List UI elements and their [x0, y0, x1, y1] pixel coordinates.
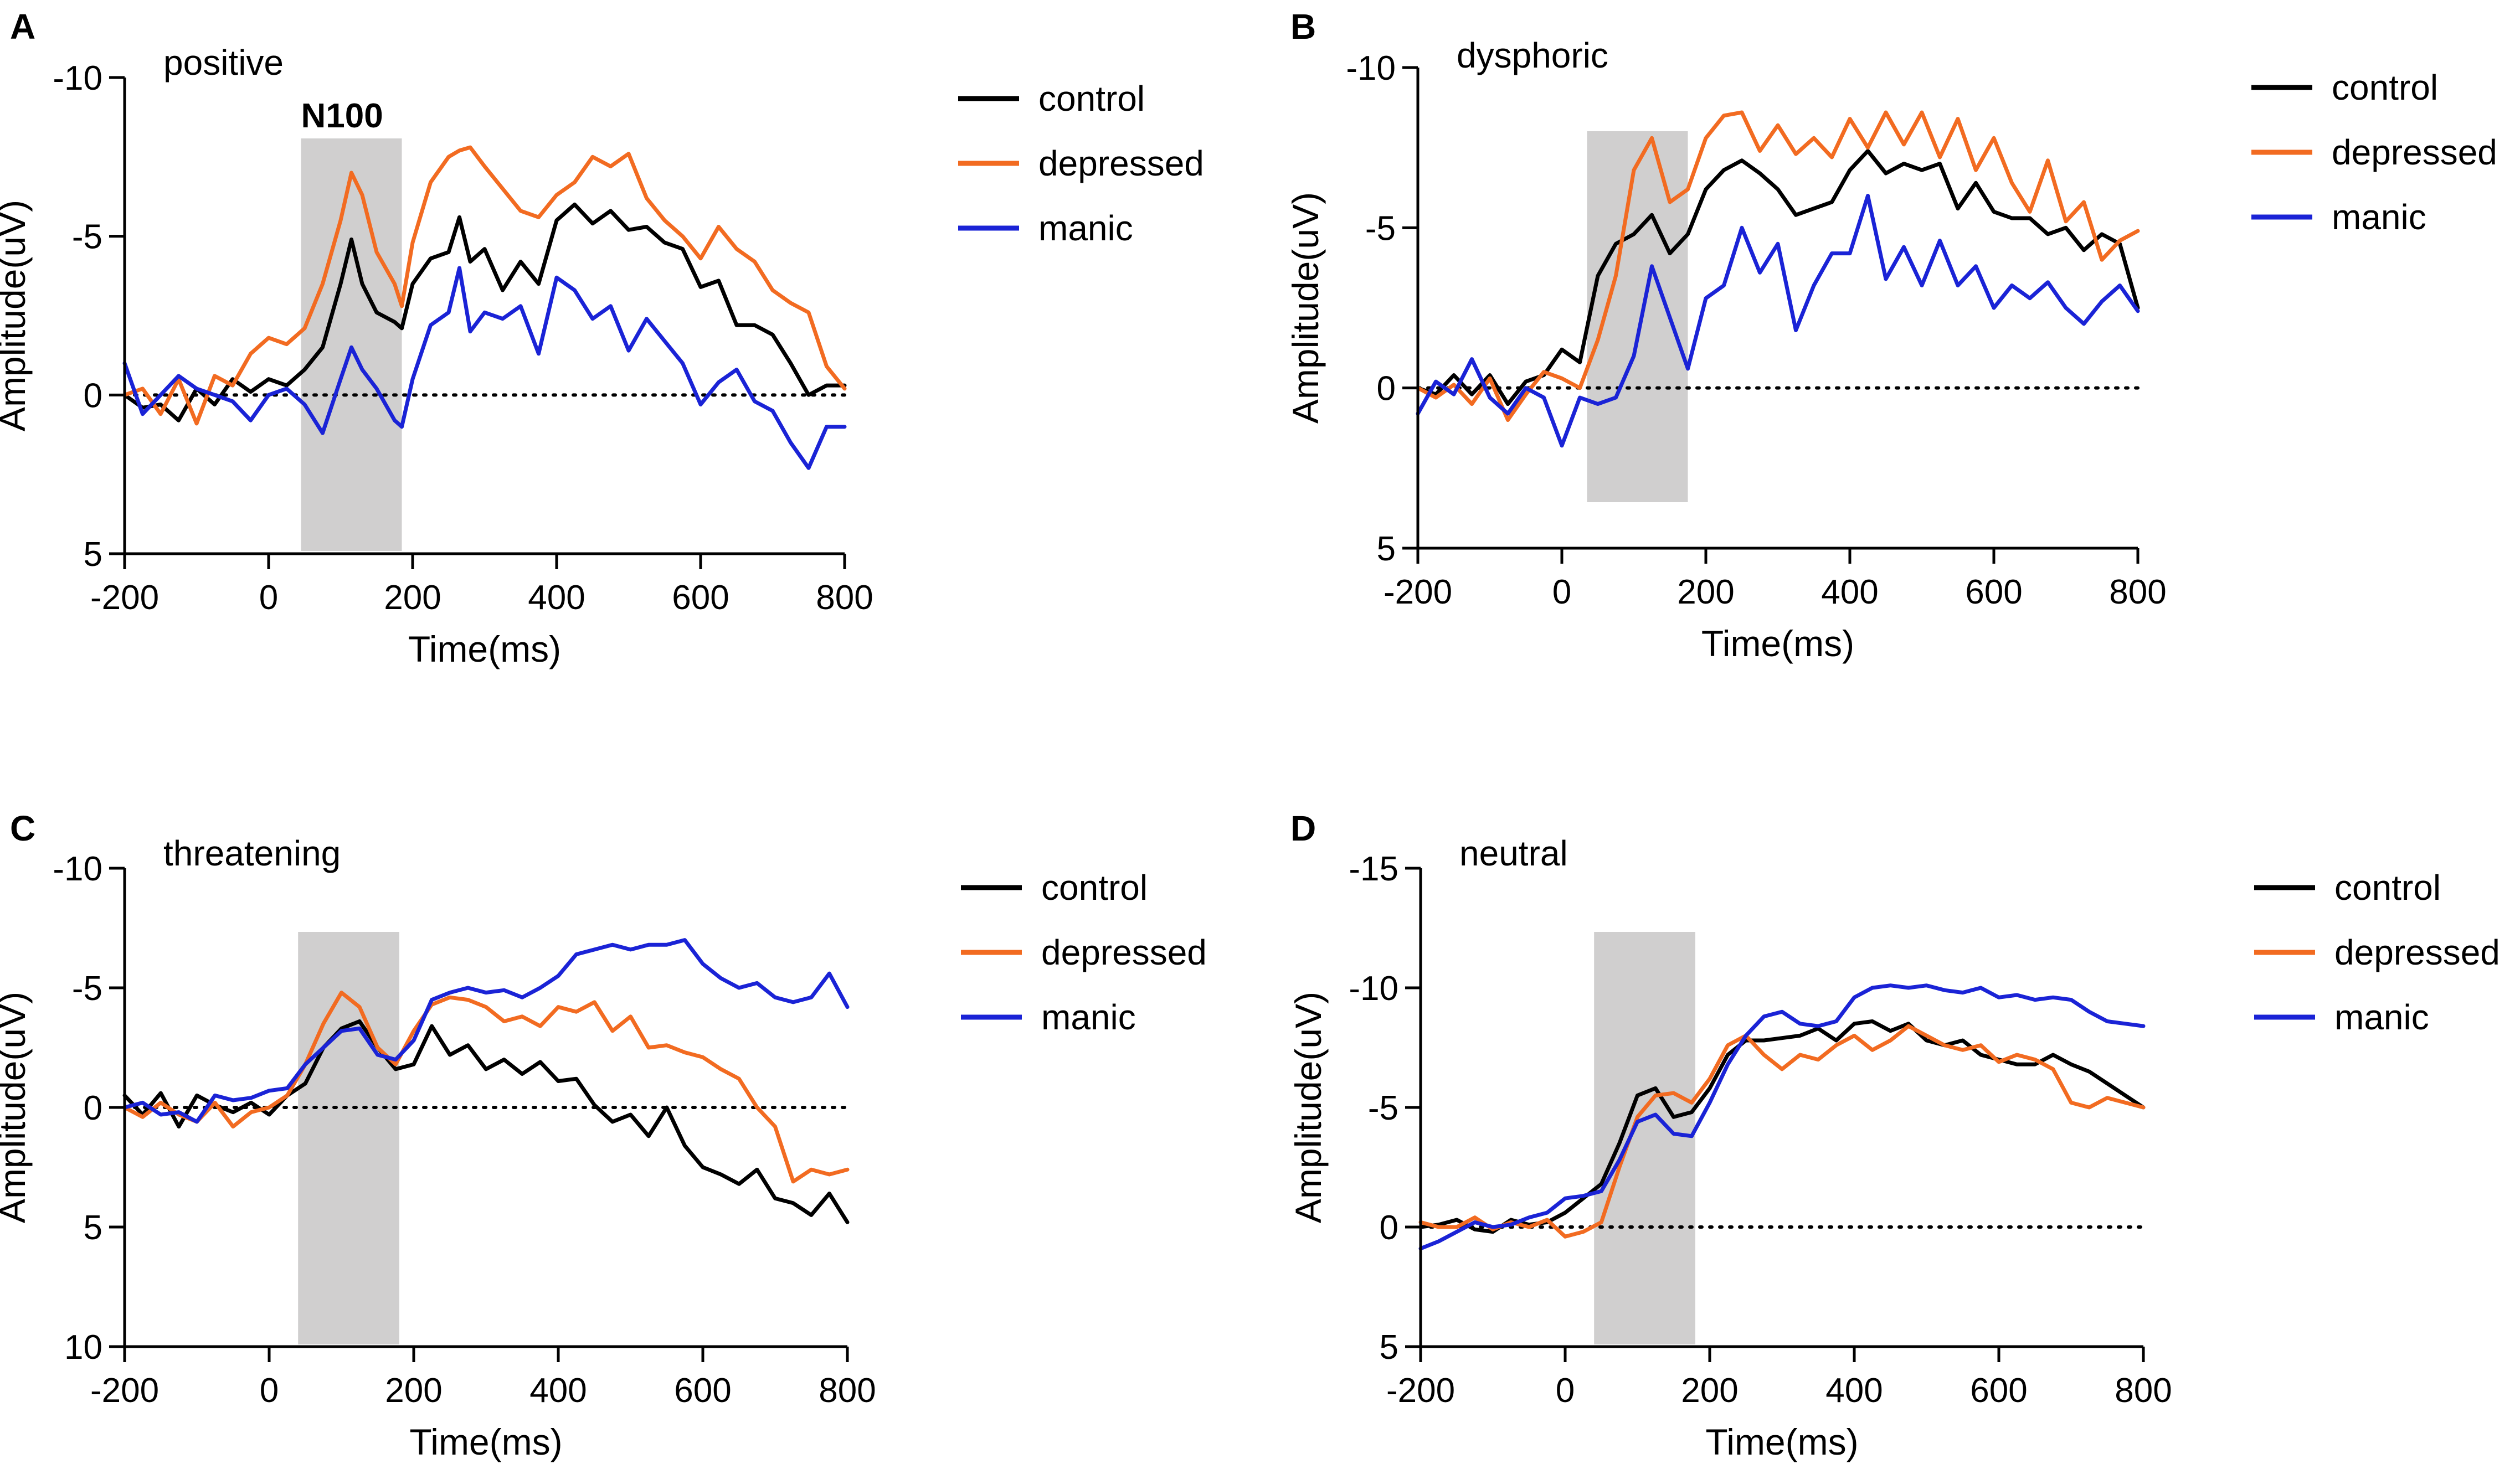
- legend-label-control: control: [2334, 868, 2441, 908]
- x-tick-label: 400: [1825, 1372, 1883, 1410]
- panel-title: positive: [163, 43, 284, 83]
- y-tick-label: 0: [1380, 1209, 1398, 1247]
- series-line-manic: [122, 266, 847, 470]
- x-tick-label: 200: [1681, 1372, 1738, 1410]
- panel-title: neutral: [1459, 833, 1568, 873]
- panel-letter: B: [1290, 7, 1316, 47]
- y-axis-label: Amplitude(uV): [1288, 992, 1329, 1223]
- x-tick-label: -200: [90, 1372, 159, 1410]
- panel-letter: C: [10, 808, 35, 848]
- x-tick-label: -200: [1386, 1372, 1455, 1410]
- x-tick-label: 0: [1556, 1372, 1575, 1410]
- x-tick-label: 0: [259, 579, 278, 617]
- legend-label-manic: manic: [1041, 997, 1136, 1037]
- x-tick-label: 200: [384, 579, 441, 617]
- x-tick-label: 400: [529, 1372, 587, 1410]
- x-tick-label: -200: [1384, 573, 1452, 611]
- x-tick-label: 800: [816, 579, 873, 617]
- y-tick-label: 5: [1377, 530, 1396, 568]
- panel-title: threatening: [163, 833, 341, 873]
- x-tick-label: 600: [672, 579, 729, 617]
- window-label: N100: [301, 97, 383, 135]
- y-axis-label: Amplitude(uV): [0, 992, 33, 1223]
- legend-label-control: control: [2332, 68, 2438, 107]
- y-tick-label: -15: [1349, 850, 1398, 888]
- x-tick-label: 0: [260, 1372, 279, 1410]
- y-tick-label: -5: [1365, 209, 1396, 248]
- x-axis-label: Time(ms): [1705, 1421, 1858, 1462]
- x-tick-label: 800: [819, 1372, 876, 1410]
- x-tick-label: 800: [2115, 1372, 2172, 1410]
- x-tick-label: 400: [528, 579, 585, 617]
- n100-window: [1594, 932, 1695, 1344]
- x-axis-label: Time(ms): [409, 1421, 562, 1462]
- x-tick-label: 800: [2109, 573, 2166, 611]
- legend-label-manic: manic: [2332, 197, 2426, 237]
- panel-letter: D: [1290, 808, 1316, 848]
- y-tick-label: -10: [1346, 49, 1396, 87]
- y-tick-label: 0: [84, 377, 102, 415]
- panel-c: -10 -5 0 5 10 -200 0 200 400 600 800 Time(ms) Amplit…: [0, 808, 1207, 1462]
- series-line-manic: [1416, 194, 2140, 448]
- n100-window: [1587, 131, 1688, 502]
- x-tick-label: 600: [1970, 1372, 2027, 1410]
- x-axis-label: Time(ms): [408, 628, 561, 669]
- x-tick-label: 600: [674, 1372, 731, 1410]
- series-line-control: [122, 1019, 850, 1224]
- legend-label-depressed: depressed: [2334, 932, 2500, 972]
- y-tick-label: -10: [1349, 970, 1398, 1008]
- x-tick-label: 400: [1821, 573, 1878, 611]
- series-line-depressed: [122, 145, 847, 426]
- series-line-manic: [1418, 983, 2146, 1251]
- legend-label-control: control: [1038, 79, 1145, 118]
- y-tick-label: -5: [72, 970, 102, 1008]
- series-line-depressed: [1418, 1024, 2146, 1239]
- x-tick-label: 0: [1552, 573, 1571, 611]
- series-line-depressed: [1416, 110, 2140, 422]
- y-tick-label: 0: [1377, 370, 1396, 408]
- y-tick-label: 10: [64, 1328, 102, 1367]
- y-tick-label: -10: [53, 59, 102, 97]
- y-tick-label: 5: [1380, 1328, 1398, 1367]
- x-tick-label: -200: [90, 579, 159, 617]
- legend-label-depressed: depressed: [1038, 143, 1204, 183]
- series-line-depressed: [122, 991, 850, 1184]
- legend-label-depressed: depressed: [1041, 932, 1207, 972]
- y-axis-label: Amplitude(uV): [0, 200, 33, 431]
- series-line-control: [122, 202, 847, 422]
- x-axis-label: Time(ms): [1701, 623, 1854, 664]
- legend-label-control: control: [1041, 868, 1148, 908]
- legend-label-manic: manic: [1038, 208, 1133, 248]
- series-line-manic: [122, 938, 850, 1124]
- y-tick-label: -5: [72, 218, 102, 256]
- n100-window: [298, 932, 399, 1344]
- legend-label-manic: manic: [2334, 997, 2429, 1037]
- y-tick-label: 5: [84, 535, 102, 574]
- y-tick-label: -10: [53, 850, 102, 888]
- legend-label-depressed: depressed: [2332, 132, 2497, 172]
- panel-b: -10 -5 0 5 -200 0 200 400 600 800 Time(ms) Amplitud…: [1285, 7, 2497, 664]
- x-tick-label: 600: [1965, 573, 2022, 611]
- panel-letter: A: [10, 7, 35, 47]
- y-tick-label: 5: [84, 1209, 102, 1247]
- series-line-control: [1418, 1019, 2146, 1234]
- n100-window: [301, 138, 402, 551]
- panel-d: -15 -10 -5 0 5 -200 0 200 400 600 800 Time(ms) Ampli…: [1288, 808, 2500, 1462]
- x-tick-label: 200: [385, 1372, 442, 1410]
- panel-title: dysphoric: [1457, 35, 1608, 75]
- y-tick-label: 0: [84, 1089, 102, 1127]
- panel-a: N100 -10 -5 0 5 -200 0 200 400 600 800 Time(ms) Ampl…: [0, 7, 1204, 669]
- series-line-control: [1416, 149, 2140, 406]
- y-axis-label: Amplitude(uV): [1285, 192, 1326, 424]
- y-tick-label: -5: [1368, 1089, 1398, 1127]
- x-tick-label: 200: [1677, 573, 1734, 611]
